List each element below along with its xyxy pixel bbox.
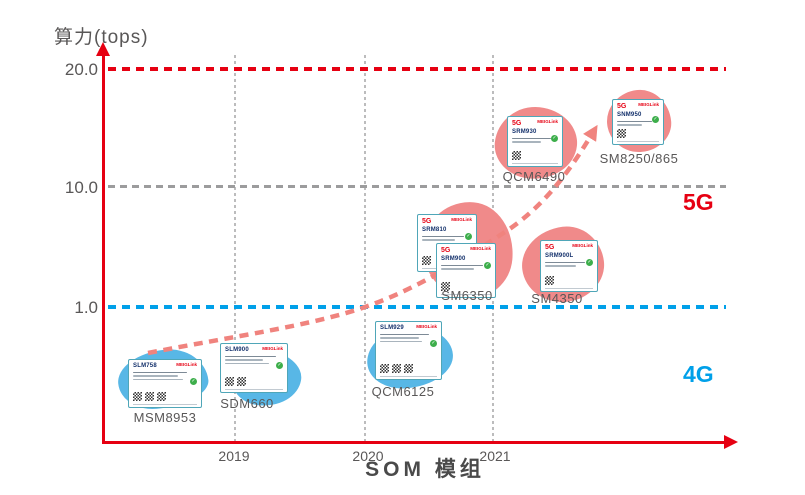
- module-card-slm929: SLM929 MEIGLink ✓: [375, 321, 442, 380]
- qr-code: [545, 276, 593, 285]
- meiglink-logo: MEIGLink: [470, 246, 491, 251]
- module-label-sdm660: SDM660: [220, 396, 274, 411]
- module-card-snm950: 5G MEIGLink SNM950 ✓: [612, 99, 664, 145]
- module-card-srm930: 5G MEIGLink SRM930 ✓: [507, 116, 563, 167]
- card-title: SRM900: [441, 256, 466, 262]
- module-label-qcm6125: QCM6125: [371, 384, 435, 399]
- refline-1tops: [108, 305, 726, 309]
- card-title: SRM900L: [545, 253, 574, 259]
- module-label-sm4350: SM4350: [531, 291, 583, 306]
- module-label-sm6350: SM6350: [441, 288, 493, 303]
- card-title: SLM758: [133, 363, 157, 369]
- module-card-slm758: SLM758 MEIGLink ✓: [128, 359, 202, 408]
- qr-codes: [133, 392, 197, 401]
- 5g-logo: 5G: [617, 103, 627, 110]
- card-title: SRM930: [512, 129, 537, 135]
- qr-codes: [225, 377, 283, 386]
- qr-codes: [380, 364, 437, 373]
- meiglink-logo: MEIGLink: [451, 217, 472, 222]
- qr-code: [422, 256, 472, 265]
- y-tick-10: 10.0: [64, 178, 98, 197]
- refline-20tops: [108, 67, 726, 71]
- module-label-msm8953: MSM8953: [133, 410, 197, 425]
- module-card-slm900: SLM900 MEIGLink ✓: [220, 343, 288, 393]
- cert-badge-icon: ✓: [190, 378, 197, 385]
- 5g-logo: 5G: [441, 247, 451, 254]
- y-axis-arrow-icon: [96, 42, 110, 56]
- 5g-logo: 5G: [422, 218, 432, 225]
- cert-badge-icon: ✓: [652, 116, 659, 123]
- band-label-4g: 4G: [683, 361, 714, 387]
- x-axis-arrow-icon: [724, 435, 738, 449]
- 5g-logo: 5G: [545, 244, 555, 251]
- card-title: SLM929: [380, 325, 404, 331]
- band-label-5g: 5G: [683, 189, 714, 215]
- meiglink-logo: MEIGLink: [176, 362, 197, 367]
- cert-badge-icon: ✓: [430, 340, 437, 347]
- x-axis: [102, 441, 726, 444]
- module-card-srm900l: 5G MEIGLink SRM900L ✓: [540, 240, 598, 292]
- meiglink-logo: MEIGLink: [416, 324, 437, 329]
- meiglink-logo: MEIGLink: [638, 102, 659, 107]
- 5g-logo: 5G: [512, 120, 522, 127]
- y-axis: [102, 54, 105, 443]
- x-tick-2021: 2021: [479, 448, 511, 464]
- y-tick-20: 20.0: [64, 60, 98, 79]
- card-title: SLM900: [225, 347, 249, 353]
- cert-badge-icon: ✓: [276, 362, 283, 369]
- cert-badge-icon: ✓: [551, 135, 558, 142]
- x-tick-2020: 2020: [352, 448, 384, 464]
- x-tick-2019: 2019: [218, 448, 250, 464]
- x-axis-title: SOM 模组: [365, 458, 485, 481]
- y-axis-title: 算力(tops): [54, 27, 149, 48]
- y-tick-1: 1.0: [74, 298, 98, 317]
- meiglink-logo: MEIGLink: [262, 346, 283, 351]
- meiglink-logo: MEIGLink: [572, 243, 593, 248]
- meiglink-logo: MEIGLink: [537, 119, 558, 124]
- module-label-qcm6490: QCM6490: [502, 169, 566, 184]
- refline-10tops: [108, 185, 726, 188]
- module-label-sm8250: SM8250/865: [599, 151, 679, 166]
- qr-code: [617, 129, 659, 138]
- cert-badge-icon: ✓: [484, 262, 491, 269]
- cert-badge-icon: ✓: [465, 233, 472, 240]
- card-title: SRM810: [422, 227, 447, 233]
- cert-badge-icon: ✓: [586, 259, 593, 266]
- card-title: SNM950: [617, 112, 642, 118]
- qr-code: [512, 151, 558, 160]
